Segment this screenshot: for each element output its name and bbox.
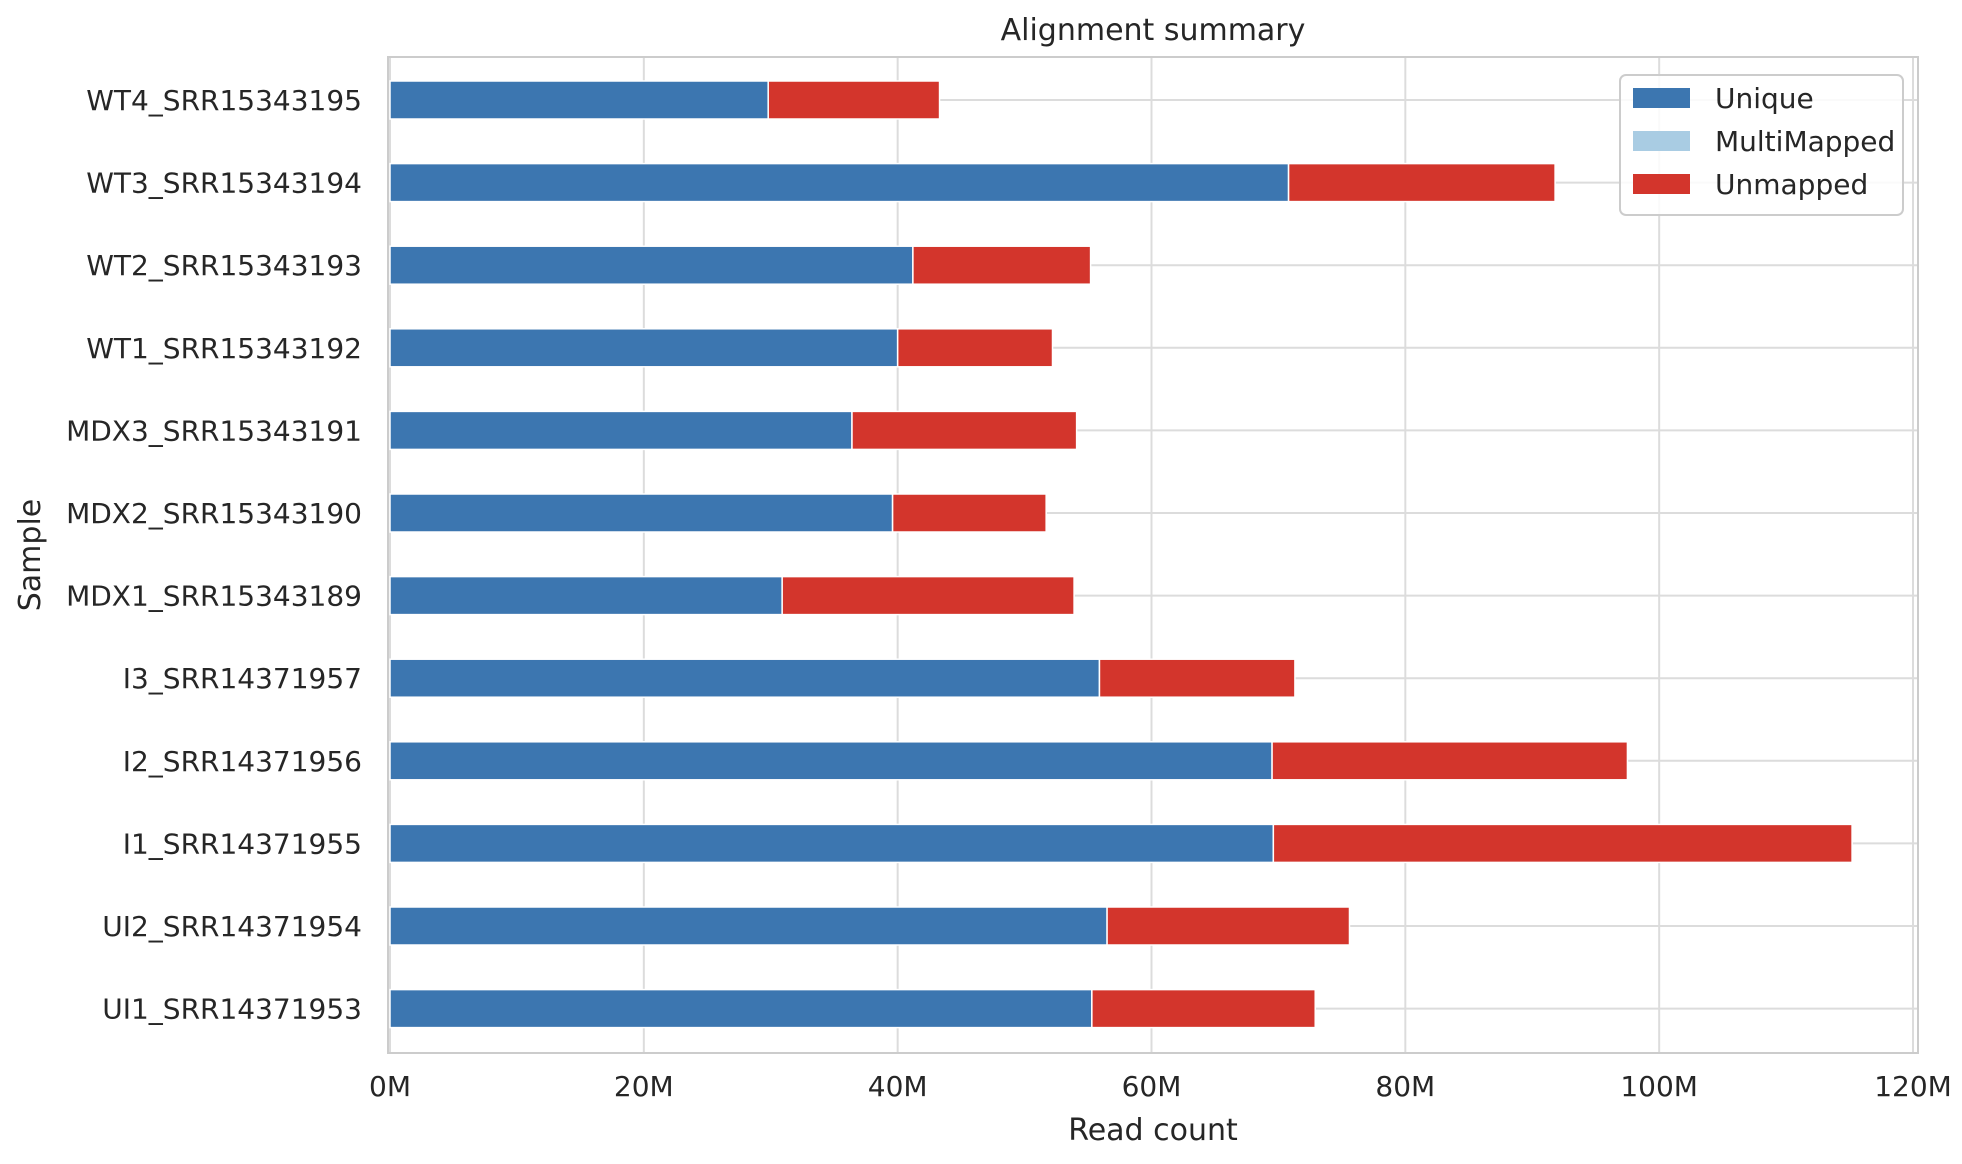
y-tick-label: UI1_SRR14371953 xyxy=(102,993,362,1026)
bar-unique-mdx3_srr15343191 xyxy=(389,410,853,451)
y-tick-label: WT4_SRR15343195 xyxy=(86,84,362,117)
bar-unmapped-mdx3_srr15343191 xyxy=(851,410,1078,451)
bar-unique-ui2_srr14371954 xyxy=(389,906,1108,946)
y-tick-label: UI2_SRR14371954 xyxy=(102,910,362,943)
legend-box xyxy=(1619,74,1904,216)
x-tick-labels: 0M 20M 40M 60M 80M 100M 120M xyxy=(369,1070,1952,1103)
bar-unmapped-i2_srr14371956 xyxy=(1271,741,1629,781)
x-tick-label: 60M xyxy=(1122,1070,1182,1103)
x-tick-label: 0M xyxy=(369,1070,411,1103)
bar-unmapped-wt2_srr15343193 xyxy=(912,245,1092,285)
bar-unmapped-mdx2_srr15343190 xyxy=(891,493,1047,533)
y-tick-label: I2_SRR14371956 xyxy=(123,745,362,778)
chart-title: Alignment summary xyxy=(1001,13,1306,48)
x-tick-label: 40M xyxy=(868,1070,928,1103)
bar-unique-mdx1_srr15343189 xyxy=(389,575,783,616)
y-tick-label: WT3_SRR15343194 xyxy=(86,167,362,200)
y-tick-label: I1_SRR14371955 xyxy=(123,827,362,860)
bar-unmapped-ui1_srr14371953 xyxy=(1091,988,1316,1029)
bar-unmapped-i1_srr14371955 xyxy=(1272,823,1853,864)
bar-unique-i1_srr14371955 xyxy=(389,823,1275,864)
bar-unmapped-wt3_srr15343194 xyxy=(1287,162,1556,203)
bar-unique-wt1_srr15343192 xyxy=(389,328,899,368)
x-tick-label: 120M xyxy=(1874,1070,1952,1103)
bar-unmapped-mdx1_srr15343189 xyxy=(781,575,1075,616)
y-tick-label: MDX2_SRR15343190 xyxy=(66,497,362,530)
bar-unmapped-wt4_srr15343195 xyxy=(767,80,941,120)
bar-unique-wt4_srr15343195 xyxy=(389,80,769,120)
y-tick-labels: WT4_SRR15343195 WT3_SRR15343194 WT2_SRR153… xyxy=(66,84,362,1026)
bar-unique-ui1_srr14371953 xyxy=(389,988,1093,1029)
legend-swatch-multimapped xyxy=(1633,131,1690,151)
bar-unique-i2_srr14371956 xyxy=(389,741,1273,781)
legend-swatch-unique xyxy=(1633,88,1690,108)
bar-unmapped-wt1_srr15343192 xyxy=(896,328,1054,368)
bar-unique-i3_srr14371957 xyxy=(389,658,1101,698)
bar-unique-wt2_srr15343193 xyxy=(389,245,914,285)
x-tick-label: 20M xyxy=(614,1070,674,1103)
y-axis-label: Sample xyxy=(13,499,48,612)
legend-label-unique: Unique xyxy=(1715,82,1814,115)
y-tick-label: WT2_SRR15343193 xyxy=(86,249,362,282)
bars xyxy=(389,80,1853,1029)
y-tick-label: MDX1_SRR15343189 xyxy=(66,580,362,613)
x-tick-label: 100M xyxy=(1620,1070,1698,1103)
legend: Unique MultiMapped Unmapped xyxy=(1619,74,1904,216)
bar-unique-wt3_srr15343194 xyxy=(389,162,1290,203)
x-tick-label: 80M xyxy=(1375,1070,1435,1103)
legend-label-unmapped: Unmapped xyxy=(1715,168,1868,201)
x-axis-label: Read count xyxy=(1068,1113,1238,1148)
bar-unmapped-i3_srr14371957 xyxy=(1098,658,1296,698)
y-tick-label: I3_SRR14371957 xyxy=(123,662,362,695)
legend-label-multimapped: MultiMapped xyxy=(1715,125,1895,158)
bar-unmapped-ui2_srr14371954 xyxy=(1106,906,1351,946)
y-tick-label: MDX3_SRR15343191 xyxy=(66,414,362,447)
plot-frame xyxy=(387,56,1919,1054)
bar-unique-mdx2_srr15343190 xyxy=(389,493,894,533)
y-tick-label: WT1_SRR15343192 xyxy=(86,332,362,365)
legend-swatch-unmapped xyxy=(1633,174,1690,194)
